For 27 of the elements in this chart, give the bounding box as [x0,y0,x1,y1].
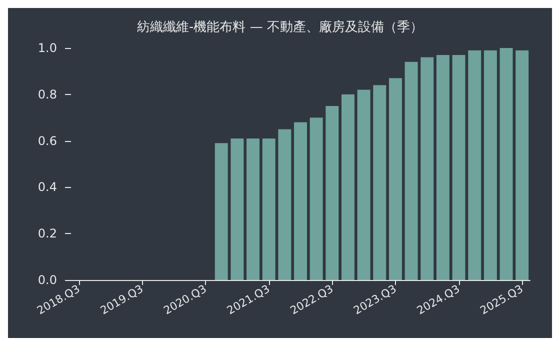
y-tick-label: 0.6 [38,134,57,148]
bar [373,85,386,280]
y-tick-label: 0.4 [38,180,57,194]
bar [326,106,339,280]
y-tick-label: 0.8 [38,87,57,102]
chart-title: 紡織纖維-機能布料 — 不動產、廠房及設備（季） [137,19,423,35]
y-tick-label: 1.0 [38,41,57,55]
bar [404,62,418,280]
bar [294,122,307,280]
bar [214,143,228,280]
bar [500,48,513,280]
bar [230,138,244,280]
bar [420,57,434,280]
y-tick-label: 0.0 [38,273,57,287]
bar [516,50,529,280]
bar [452,54,466,280]
bar [278,129,292,280]
bar [262,138,276,280]
y-tick-label: 0.2 [38,226,57,241]
bar [468,50,482,280]
bar [484,50,497,280]
bar [246,138,260,280]
bar [357,90,370,280]
bar [436,54,450,280]
bar [310,118,323,280]
bar [341,94,354,280]
bar [388,78,402,280]
